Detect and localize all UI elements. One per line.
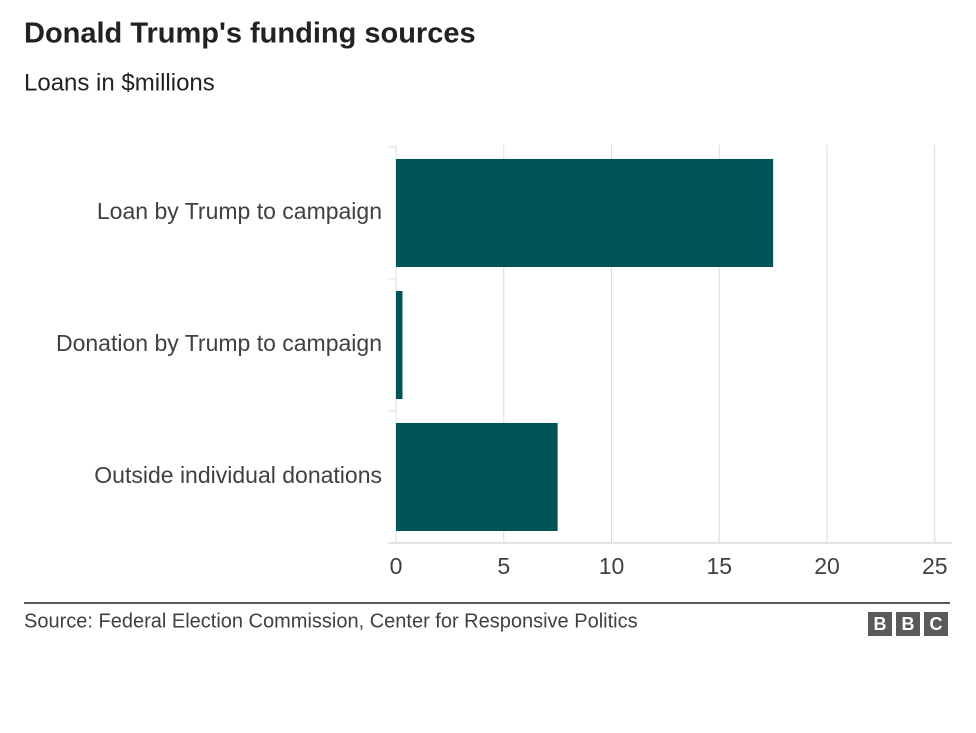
x-tick-label: 5 xyxy=(497,553,510,579)
logo-box xyxy=(868,612,892,636)
x-tick-label: 20 xyxy=(814,553,840,579)
chart-title: Donald Trump's funding sources xyxy=(24,18,476,50)
x-tick-label: 25 xyxy=(922,553,948,579)
x-tick-label: 15 xyxy=(706,553,732,579)
logo-letter: B xyxy=(902,614,915,634)
source: Source: Federal Election Commission, Cen… xyxy=(24,610,638,632)
bar xyxy=(396,291,403,399)
logo-letter: C xyxy=(930,614,943,634)
chart-subtitle: Loans in $millions xyxy=(24,69,215,96)
x-tick-label: 10 xyxy=(599,553,625,579)
logo-box xyxy=(924,612,948,636)
y-tick-label: Loan by Trump to campaign xyxy=(97,198,382,224)
x-tick-label: 0 xyxy=(390,553,403,579)
logo-box xyxy=(896,612,920,636)
y-tick-label: Donation by Trump to campaign xyxy=(56,330,382,356)
bar xyxy=(396,423,558,531)
y-tick-label: Outside individual donations xyxy=(94,462,382,488)
logo-letter: B xyxy=(874,614,887,634)
bar xyxy=(396,159,774,267)
